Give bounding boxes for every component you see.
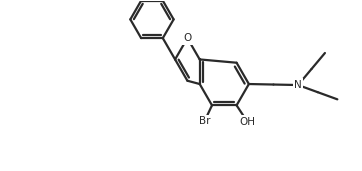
Text: O: O — [183, 33, 191, 43]
Text: Br: Br — [199, 116, 210, 126]
Text: OH: OH — [239, 117, 255, 127]
Text: N: N — [294, 80, 302, 90]
